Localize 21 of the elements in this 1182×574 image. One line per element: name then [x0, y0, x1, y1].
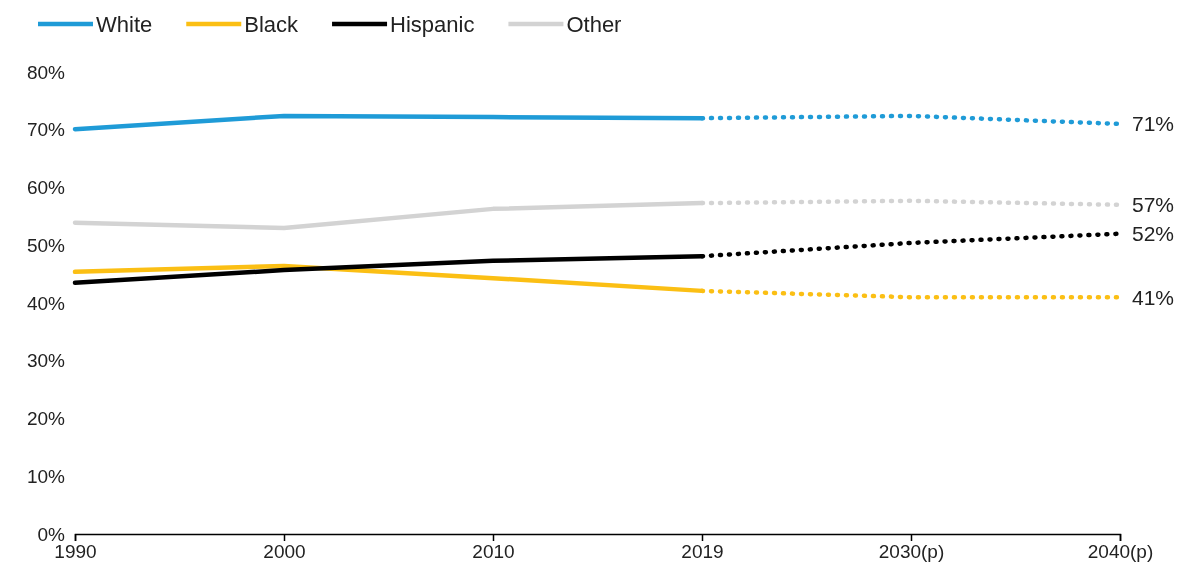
data-label: 52%	[1132, 222, 1175, 246]
legend-label: White	[96, 11, 153, 37]
legend-label: Other	[566, 11, 622, 37]
x-tick-label: 2010	[472, 541, 515, 563]
y-tick-label: 30%	[26, 350, 66, 372]
y-tick-label: 10%	[26, 465, 66, 487]
data-label: 57%	[1132, 193, 1175, 217]
data-label: 41%	[1132, 285, 1175, 309]
x-tick-label: 2000	[263, 541, 306, 563]
y-tick-label: 50%	[26, 234, 66, 256]
data-label: 71%	[1132, 112, 1175, 136]
legend-label: Hispanic	[390, 11, 475, 37]
y-tick-label: 70%	[26, 119, 66, 141]
y-tick-label: 20%	[26, 408, 66, 430]
y-tick-label: 80%	[26, 61, 66, 83]
y-tick-label: 60%	[26, 177, 66, 199]
y-tick-label: 40%	[26, 292, 66, 314]
x-tick-label: 2019	[681, 541, 724, 563]
legend-label: Black	[244, 11, 300, 37]
x-tick-label: 2030(p)	[878, 541, 945, 563]
x-tick-label: 2040(p)	[1087, 541, 1154, 563]
